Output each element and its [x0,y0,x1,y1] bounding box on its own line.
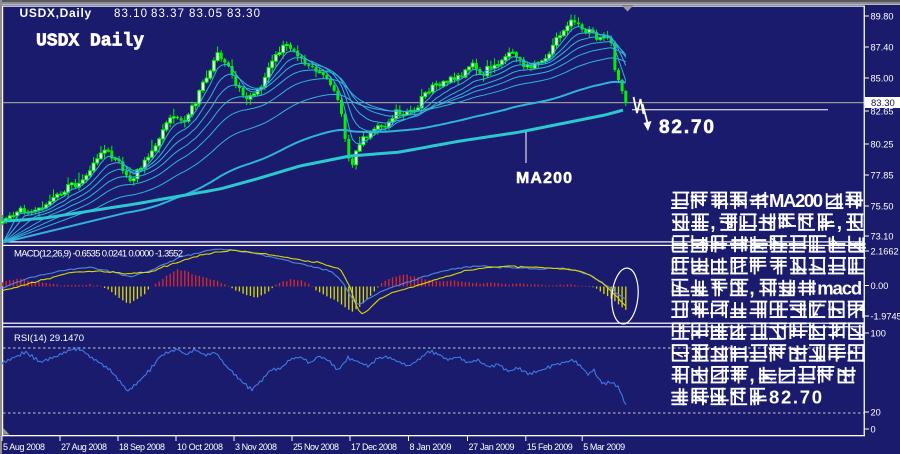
svg-text:8 Jan 2009: 8 Jan 2009 [410,442,452,452]
svg-text:18 Sep 2008: 18 Sep 2008 [119,442,165,452]
svg-text:82.70: 82.70 [769,386,822,407]
svg-text:75.50: 75.50 [871,201,894,211]
svg-text:82.65: 82.65 [871,106,894,116]
svg-text:89.80: 89.80 [871,11,894,21]
svg-text:MA200: MA200 [769,190,823,211]
svg-text:0: 0 [871,424,876,434]
svg-text:15 Feb 2009: 15 Feb 2009 [527,442,573,452]
svg-text:2.1662: 2.1662 [871,246,899,256]
svg-text:83.05: 83.05 [189,8,222,20]
svg-text:87.40: 87.40 [871,42,894,52]
svg-text:83.30: 83.30 [227,8,260,20]
svg-text:85.00: 85.00 [871,73,894,83]
svg-text:17 Dec 2008: 17 Dec 2008 [351,442,397,452]
svg-text:10 Oct 2008: 10 Oct 2008 [177,442,223,452]
svg-text:,: , [749,366,754,387]
svg-text:27 Aug 2008: 27 Aug 2008 [61,442,107,452]
svg-text:27 Jan 2009: 27 Jan 2009 [469,442,515,452]
svg-text:83.10: 83.10 [114,8,147,20]
svg-text:,: , [710,213,715,234]
svg-text:80.25: 80.25 [871,139,894,149]
svg-text:macd: macd [817,277,862,298]
svg-text:25 Nov 2008: 25 Nov 2008 [293,442,339,452]
svg-text:83.37: 83.37 [151,8,184,20]
svg-text:5 Mar 2009: 5 Mar 2009 [583,442,625,452]
svg-text:MA200: MA200 [516,170,572,187]
svg-text:-1.9745: -1.9745 [871,311,900,321]
svg-text:,: , [837,213,842,234]
svg-text:RSI(14) 29.1470: RSI(14) 29.1470 [14,333,84,344]
svg-text:5 Aug 2008: 5 Aug 2008 [3,442,45,452]
svg-text:0.00: 0.00 [871,281,889,291]
svg-text:73.10: 73.10 [871,231,894,241]
svg-text:MACD(12,26,9) -0.6535 0.0241 0: MACD(12,26,9) -0.6535 0.0241 0.0000 -1.3… [14,249,183,260]
svg-text:100: 100 [871,328,886,338]
svg-text:USDX,Daily: USDX,Daily [20,6,92,20]
svg-text:83.30: 83.30 [871,98,895,109]
svg-text:82.70: 82.70 [659,117,714,138]
svg-text:77.85: 77.85 [871,170,894,180]
svg-text:,: , [749,278,754,299]
svg-text:3 Nov 2008: 3 Nov 2008 [235,442,277,452]
svg-text:USDX Daily: USDX Daily [36,32,144,52]
svg-text:20: 20 [871,407,881,417]
